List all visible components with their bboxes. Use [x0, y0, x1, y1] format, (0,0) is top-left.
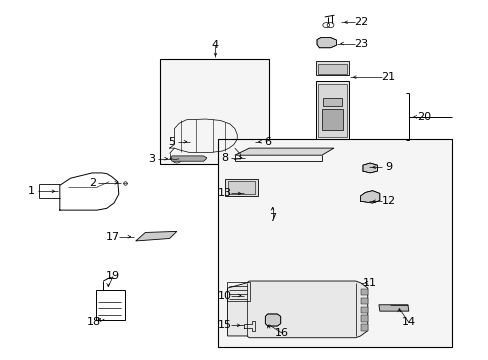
Polygon shape: [360, 315, 367, 322]
Text: 8: 8: [221, 153, 228, 163]
Text: 11: 11: [363, 278, 376, 288]
Bar: [227, 181, 255, 194]
Bar: [160, 59, 268, 164]
Text: 6: 6: [264, 137, 271, 147]
Text: 23: 23: [354, 39, 368, 49]
Bar: [218, 139, 451, 347]
Polygon shape: [378, 305, 408, 311]
Text: 22: 22: [354, 17, 368, 27]
Text: 7: 7: [268, 213, 276, 223]
Bar: [224, 179, 258, 196]
Text: 10: 10: [218, 291, 232, 301]
Polygon shape: [360, 298, 367, 304]
Text: 20: 20: [416, 112, 430, 122]
Text: 13: 13: [218, 189, 232, 198]
Text: 2: 2: [88, 178, 96, 188]
Text: 19: 19: [106, 271, 120, 282]
Polygon shape: [136, 231, 177, 241]
Polygon shape: [316, 37, 336, 48]
Text: 12: 12: [381, 196, 395, 206]
Polygon shape: [265, 314, 280, 326]
Text: 15: 15: [218, 320, 232, 330]
Bar: [318, 64, 346, 74]
Text: 21: 21: [381, 72, 395, 82]
Text: 14: 14: [401, 318, 415, 328]
Text: 5: 5: [168, 137, 175, 147]
Text: 1: 1: [28, 186, 35, 196]
Polygon shape: [234, 148, 333, 155]
Bar: [321, 109, 343, 130]
Bar: [315, 61, 348, 76]
Bar: [322, 99, 342, 105]
Bar: [95, 290, 124, 320]
Text: 9: 9: [384, 162, 391, 172]
Polygon shape: [360, 324, 367, 330]
Polygon shape: [227, 281, 367, 338]
Text: 16: 16: [275, 328, 288, 338]
Polygon shape: [360, 191, 379, 203]
Polygon shape: [362, 163, 377, 173]
Text: 17: 17: [106, 232, 120, 242]
Text: 4: 4: [211, 40, 219, 50]
Bar: [315, 81, 348, 139]
Text: 3: 3: [148, 154, 155, 164]
Text: 18: 18: [86, 317, 101, 327]
Polygon shape: [360, 289, 367, 295]
Bar: [318, 84, 346, 137]
Polygon shape: [360, 306, 367, 313]
Bar: [226, 282, 249, 301]
Polygon shape: [171, 156, 206, 161]
